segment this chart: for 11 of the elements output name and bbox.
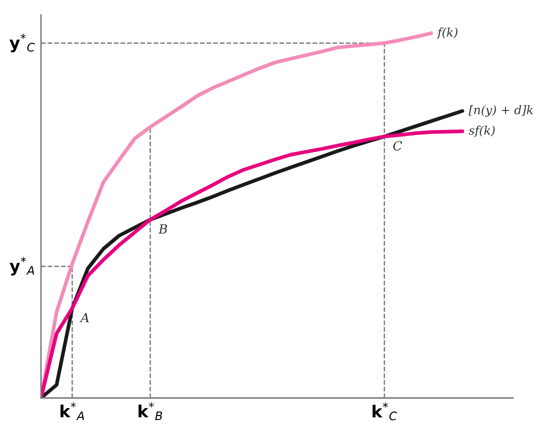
annotation: C bbox=[393, 141, 402, 151]
series-label: [n(y) + d]k bbox=[468, 105, 533, 117]
ref-line-label: y$^{*}$$_{A}$ bbox=[10, 256, 34, 276]
ref-line-label: y$^{*}$$_{C}$ bbox=[9, 34, 35, 52]
x-tick-label: k$^{*}$$_{C}$ bbox=[372, 402, 398, 420]
series-label: f(k) bbox=[436, 28, 458, 39]
x-tick-label: k$^{*}$$_{B}$ bbox=[138, 402, 162, 420]
annotation: B bbox=[158, 224, 168, 234]
series-label: sf(k) bbox=[468, 126, 495, 138]
x-tick-label: k$^{*}$$_{A}$ bbox=[60, 402, 84, 420]
annotation: A bbox=[80, 313, 89, 322]
